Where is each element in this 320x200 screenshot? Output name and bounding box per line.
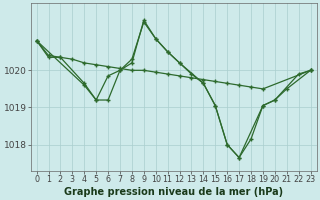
X-axis label: Graphe pression niveau de la mer (hPa): Graphe pression niveau de la mer (hPa)	[64, 187, 283, 197]
